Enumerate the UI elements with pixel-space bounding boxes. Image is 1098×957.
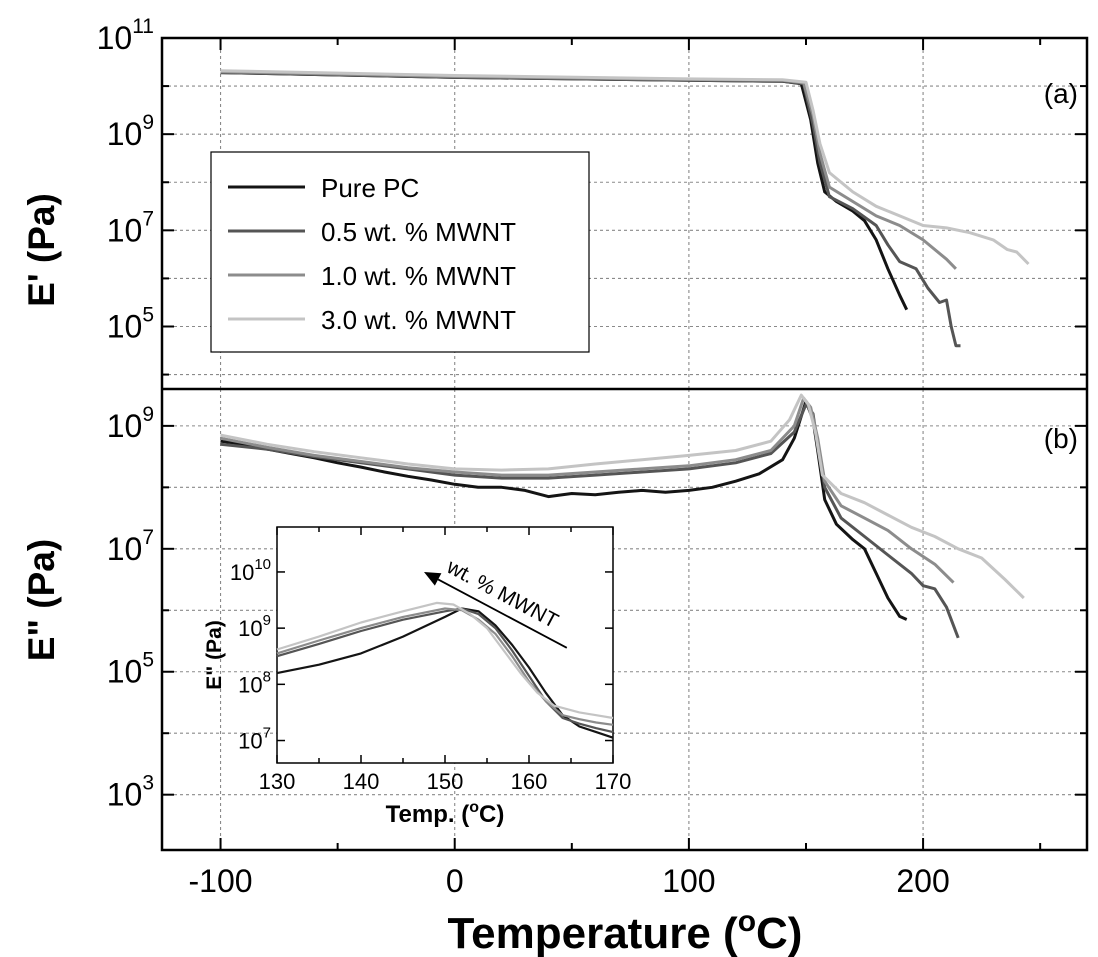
inset-series bbox=[276, 601, 614, 739]
x-tick-label: 200 bbox=[896, 863, 949, 899]
legend: Pure PC 0.5 wt. % MWNT 1.0 wt. % MWNT 3.… bbox=[210, 151, 590, 353]
axes-frame bbox=[160, 36, 1089, 852]
y-tick-label-b: 105 bbox=[107, 649, 154, 690]
grid-a bbox=[162, 38, 1087, 389]
y-tick-label-b: 107 bbox=[107, 526, 154, 567]
inset-y-tick-label: 1010 bbox=[230, 556, 271, 585]
inset-arrow-head bbox=[424, 571, 442, 586]
inset-x-tick-label: 140 bbox=[343, 769, 380, 794]
series-line-b-mwnt-10 bbox=[220, 396, 955, 584]
inset-arrow-line bbox=[437, 578, 568, 649]
y-tick-label-a: 109 bbox=[107, 111, 154, 152]
inset-x-tick-label: 170 bbox=[595, 769, 632, 794]
legend-label-10: 1.0 wt. % MWNT bbox=[321, 261, 516, 291]
legend-label-30: 3.0 wt. % MWNT bbox=[321, 305, 516, 335]
x-tick-label: -100 bbox=[189, 863, 253, 899]
y-axis-label-a: E' (Pa) bbox=[21, 193, 62, 307]
y-tick-label-b: 103 bbox=[107, 772, 154, 813]
series-line-b-mwnt-05 bbox=[220, 402, 960, 639]
ticks: -100 0 100 200 105 107 109 1011 103 105 107 109 bbox=[97, 15, 1087, 899]
series-b bbox=[220, 393, 1025, 639]
inset-x-tick-label: 130 bbox=[259, 769, 296, 794]
inset-y-tick-label: 109 bbox=[238, 612, 271, 641]
y-tick-label-a: 105 bbox=[107, 303, 154, 344]
y-tick-label-a: 1011 bbox=[97, 15, 154, 56]
inset-x-tick-label: 150 bbox=[427, 769, 464, 794]
legend-label-05: 0.5 wt. % MWNT bbox=[321, 217, 516, 247]
inset-y-tick-label: 107 bbox=[238, 725, 271, 754]
panel-label-b: (b) bbox=[1044, 423, 1078, 454]
series-a bbox=[220, 69, 1030, 348]
inset-y-tick-label: 108 bbox=[238, 668, 271, 697]
series-line-inset-mwnt-30 bbox=[276, 601, 614, 720]
plot-frame bbox=[160, 36, 1089, 852]
inset-y-axis-label: E" (Pa) bbox=[203, 620, 226, 689]
series-line-b-pure-pc bbox=[220, 399, 908, 621]
x-tick-label: 100 bbox=[662, 863, 715, 899]
x-tick-label: 0 bbox=[446, 863, 464, 899]
y-tick-label-a: 107 bbox=[107, 207, 154, 248]
legend-label-pure-pc: Pure PC bbox=[321, 173, 419, 203]
grid-b bbox=[162, 389, 1087, 850]
inset-x-tick-label: 160 bbox=[511, 769, 548, 794]
series-line-inset-mwnt-05 bbox=[276, 607, 614, 734]
y-tick-label-b: 109 bbox=[107, 403, 154, 444]
inset-plot-area bbox=[276, 526, 614, 764]
series-line-b-mwnt-30 bbox=[220, 393, 1025, 600]
series-line-inset-mwnt-10 bbox=[276, 607, 614, 726]
panel-label-a: (a) bbox=[1044, 78, 1078, 109]
x-axis-label: Temperature (oC) bbox=[448, 905, 803, 957]
series-line-a-mwnt-30 bbox=[220, 69, 1030, 266]
y-axis-label-b: E" (Pa) bbox=[21, 539, 62, 661]
inset-x-axis-label: Temp. (oC) bbox=[386, 799, 505, 828]
inset-ticks: 130 140 150 160 170 107 108 109 1010 bbox=[230, 527, 632, 794]
